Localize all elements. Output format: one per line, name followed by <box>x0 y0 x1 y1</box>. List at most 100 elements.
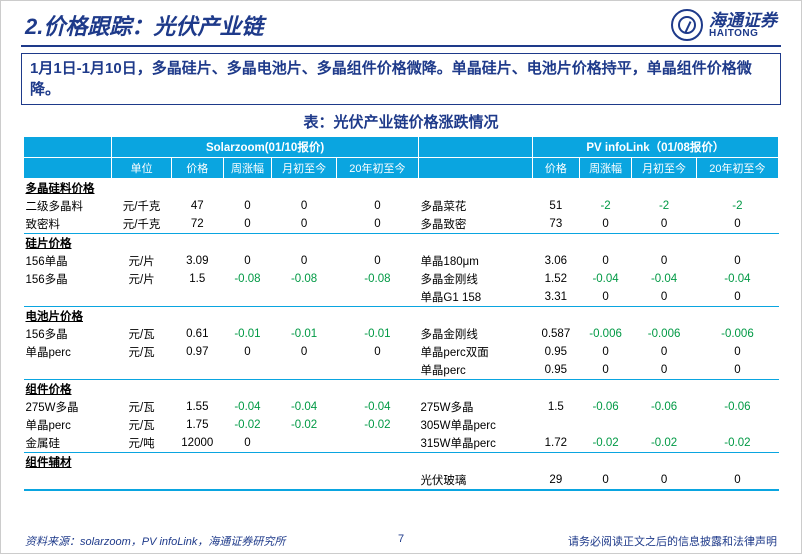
section-row: 电池片价格 <box>24 307 779 326</box>
cell: 0 <box>579 471 631 489</box>
right-label: 275W多晶 <box>418 398 532 416</box>
left-source-header: Solarzoom(01/10报价) <box>112 137 419 158</box>
cell <box>223 471 272 489</box>
row-label: 156多晶 <box>24 325 112 343</box>
table-body: 多晶硅料价格二级多晶料元/千克47000多晶菜花51-2-2-2致密料元/千克7… <box>24 179 779 491</box>
cell: -0.01 <box>336 325 418 343</box>
cell <box>336 471 418 489</box>
cell: 0 <box>579 215 631 234</box>
cell <box>336 434 418 453</box>
cell: 3.06 <box>532 252 579 270</box>
cell: 元/千克 <box>112 215 172 234</box>
slide-title: 2.价格跟踪：光伏产业链 <box>25 9 263 41</box>
col-price-r: 价格 <box>532 158 579 179</box>
cell: 0 <box>272 197 337 215</box>
cell: 0 <box>696 288 778 307</box>
cell: 0 <box>696 361 778 380</box>
section-name: 组件辅材 <box>24 453 779 472</box>
cell: 0 <box>696 215 778 234</box>
cell <box>112 361 172 380</box>
cell: 0 <box>336 252 418 270</box>
right-label: 单晶180μm <box>418 252 532 270</box>
col-month-l: 月初至今 <box>272 158 337 179</box>
cell <box>171 361 223 380</box>
cell: 元/吨 <box>112 434 172 453</box>
cell: 元/瓦 <box>112 398 172 416</box>
table-row: 金属硅元/吨120000315W单晶perc1.72-0.02-0.02-0.0… <box>24 434 779 453</box>
footer-source: 资料来源：solarzoom，PV infoLink，海通证券研究所 <box>25 533 285 549</box>
cell: 0 <box>579 343 631 361</box>
cell <box>223 288 272 307</box>
cell: 0 <box>223 197 272 215</box>
page-number: 7 <box>398 533 404 545</box>
cell: 51 <box>532 197 579 215</box>
cell: 47 <box>171 197 223 215</box>
cell: -0.04 <box>223 398 272 416</box>
cell <box>336 288 418 307</box>
price-table: Solarzoom(01/10报价) PV infoLink（01/08报价） … <box>23 136 779 491</box>
cell: -0.01 <box>272 325 337 343</box>
slide-header: 2.价格跟踪：光伏产业链 海通证券 HAITONG <box>1 1 801 45</box>
section-name: 多晶硅料价格 <box>24 179 779 198</box>
cell: 0.95 <box>532 343 579 361</box>
cell: 1.55 <box>171 398 223 416</box>
right-label: 多晶金刚线 <box>418 325 532 343</box>
cell: 0 <box>632 361 697 380</box>
cell: 0 <box>223 215 272 234</box>
cell: 0.587 <box>532 325 579 343</box>
table-row: 单晶perc元/瓦0.97000单晶perc双面0.95000 <box>24 343 779 361</box>
cell: 元/瓦 <box>112 416 172 434</box>
cell: -0.08 <box>223 270 272 288</box>
cell: 0 <box>632 343 697 361</box>
cell: 元/瓦 <box>112 325 172 343</box>
cell: 0.97 <box>171 343 223 361</box>
row-label: 156单晶 <box>24 252 112 270</box>
cell: 0 <box>336 215 418 234</box>
cell: -0.02 <box>632 434 697 453</box>
cell: -0.02 <box>223 416 272 434</box>
cell: 0 <box>632 471 697 489</box>
cell: 12000 <box>171 434 223 453</box>
right-label: 多晶金刚线 <box>418 270 532 288</box>
col-price-l: 价格 <box>171 158 223 179</box>
cell <box>336 361 418 380</box>
cell <box>171 288 223 307</box>
section-row: 组件辅材 <box>24 453 779 472</box>
cell: -0.02 <box>336 416 418 434</box>
cell <box>632 416 697 434</box>
cell <box>112 288 172 307</box>
cell: -0.006 <box>696 325 778 343</box>
brand-logo: 海通证券 HAITONG <box>671 9 777 41</box>
col-unit: 单位 <box>112 158 172 179</box>
cell: -0.02 <box>579 434 631 453</box>
row-label: 金属硅 <box>24 434 112 453</box>
cell: 1.72 <box>532 434 579 453</box>
section-row: 硅片价格 <box>24 234 779 253</box>
row-label <box>24 288 112 307</box>
row-label: 156多晶 <box>24 270 112 288</box>
col-week-l: 周涨幅 <box>223 158 272 179</box>
row-label: 单晶perc <box>24 416 112 434</box>
table-row: 156单晶元/片3.09000单晶180μm3.06000 <box>24 252 779 270</box>
row-label: 致密料 <box>24 215 112 234</box>
cell: -0.006 <box>579 325 631 343</box>
cell: 0 <box>272 252 337 270</box>
table-title: 表：光伏产业链价格涨跌情况 <box>1 111 801 132</box>
footer-disclaimer: 请务必阅读正文之后的信息披露和法律声明 <box>568 533 777 549</box>
cell: 0 <box>696 343 778 361</box>
table-row: 致密料元/千克72000多晶致密73000 <box>24 215 779 234</box>
cell: 29 <box>532 471 579 489</box>
section-row: 组件价格 <box>24 380 779 399</box>
cell: 0 <box>223 434 272 453</box>
cell: 0 <box>336 343 418 361</box>
cell: 0 <box>579 361 631 380</box>
col-week-r: 周涨幅 <box>579 158 631 179</box>
cell: 72 <box>171 215 223 234</box>
cell: 1.75 <box>171 416 223 434</box>
cell: 0 <box>696 252 778 270</box>
row-label: 275W多晶 <box>24 398 112 416</box>
footer: 资料来源：solarzoom，PV infoLink，海通证券研究所 7 请务必… <box>1 533 801 549</box>
cell: 3.31 <box>532 288 579 307</box>
summary-box: 1月1日-1月10日，多晶硅片、多晶电池片、多晶组件价格微降。单晶硅片、电池片价… <box>21 53 781 105</box>
section-name: 电池片价格 <box>24 307 779 326</box>
